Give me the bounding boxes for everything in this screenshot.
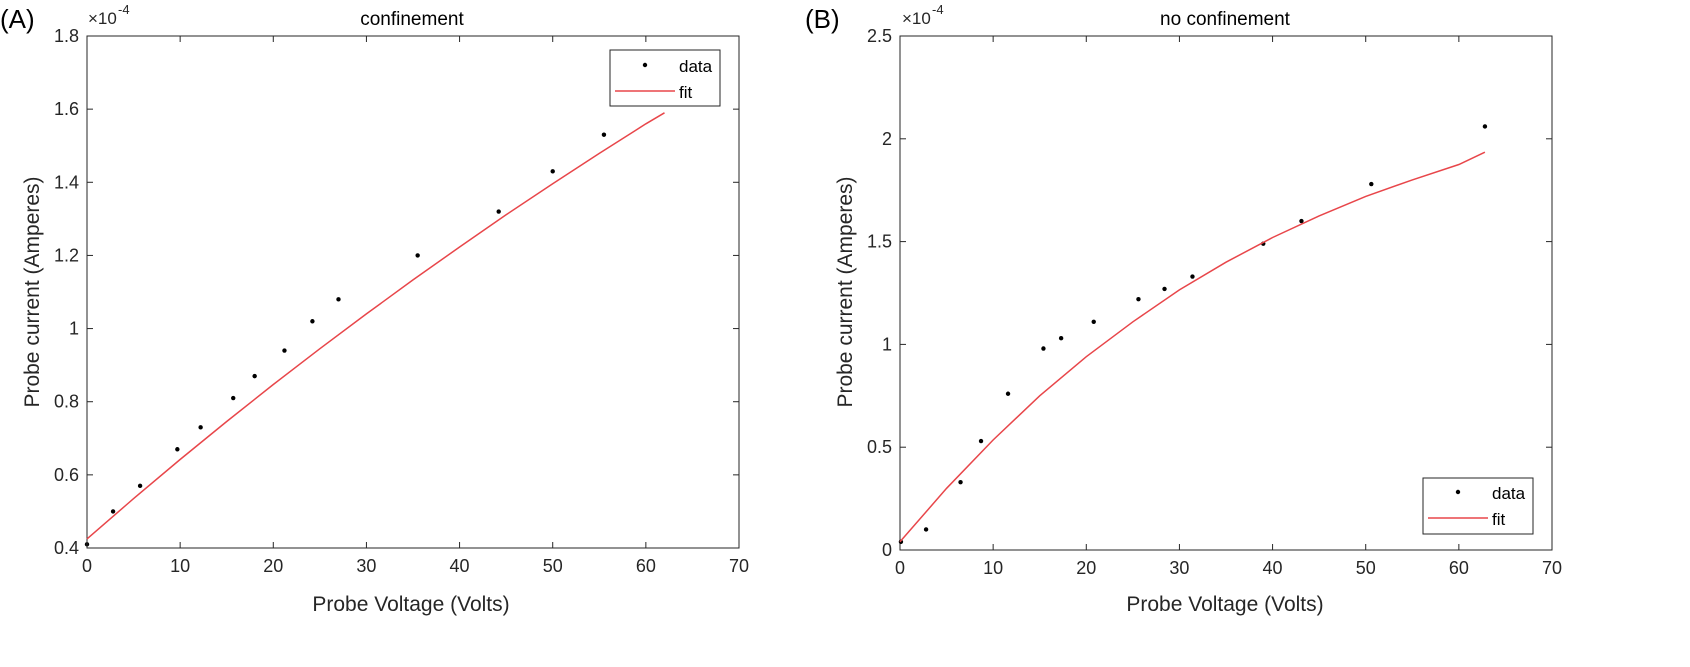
x-tick-label: 70 [1542, 558, 1562, 578]
y-axis-label: Probe current (Amperes) [21, 176, 44, 407]
x-tick-label: 60 [636, 556, 656, 576]
x-tick-label: 20 [263, 556, 283, 576]
data-point [958, 479, 963, 485]
y-tick-label: 0.6 [54, 465, 79, 485]
data-point [198, 425, 203, 430]
y-tick-label: 1.2 [54, 245, 79, 265]
y-tick-label: 2 [882, 129, 892, 149]
data-point [175, 447, 180, 452]
y-exponent: -4 [118, 2, 130, 17]
y-tick-label: 2.5 [867, 26, 892, 46]
x-tick-label: 50 [543, 556, 563, 576]
legend-box [1422, 477, 1534, 535]
x-tick-label: 50 [1356, 558, 1376, 578]
x-tick-label: 0 [895, 558, 905, 578]
x-tick-label: 70 [729, 556, 749, 576]
legend-box [609, 49, 721, 107]
x-tick-label: 40 [450, 556, 470, 576]
data-point [336, 297, 341, 302]
x-tick-label: 10 [983, 558, 1003, 578]
data-point [110, 509, 116, 514]
x-tick-label: 10 [170, 556, 190, 576]
y-tick-label: 0.8 [54, 392, 79, 412]
y-tick-label: 1.4 [54, 172, 79, 192]
fit-line [86, 112, 665, 540]
y-tick-label: 0.5 [867, 437, 892, 457]
data-point [1005, 391, 1011, 396]
data-point [1482, 124, 1488, 129]
plot-area [86, 35, 740, 549]
y-tick-label: 1.8 [54, 26, 79, 46]
y-tick-label: 1.6 [54, 99, 79, 119]
data-point [1041, 346, 1046, 351]
data-point [1162, 286, 1167, 292]
data-point [1058, 336, 1064, 341]
x-tick-label: 30 [1169, 558, 1189, 578]
data-point [231, 395, 236, 401]
data-point [1299, 218, 1304, 224]
x-axis-label: Probe Voltage (Volts) [1126, 593, 1323, 616]
panel-label: (A) [0, 4, 35, 34]
fit-line [899, 151, 1486, 543]
y-axis-label: Probe current (Amperes) [834, 176, 857, 407]
data-point [550, 169, 555, 174]
panel-b: (B) no confinement ×10 -4 Probe Voltage … [805, 2, 1562, 616]
data-point [310, 319, 315, 324]
data-point [923, 527, 929, 532]
data-point [137, 483, 143, 489]
data-point [496, 209, 501, 214]
x-tick-label: 30 [356, 556, 376, 576]
legend-entry-fit: fit [679, 83, 693, 102]
plot-area [899, 35, 1553, 551]
y-multiplier: ×10 [902, 9, 931, 28]
data-point [1369, 181, 1374, 187]
panel-label: (B) [805, 4, 840, 34]
legend: data fit [609, 49, 721, 107]
data-point [978, 438, 984, 444]
panel-a: (A) confinement ×10 -4 Probe Voltage (Vo… [0, 2, 749, 616]
legend-data-marker [642, 62, 648, 68]
legend-entry-fit: fit [1492, 510, 1506, 529]
data-point [1190, 274, 1195, 279]
data-point [282, 348, 287, 353]
y-tick-label: 1.5 [867, 232, 892, 252]
data-point [601, 132, 607, 137]
data-point [252, 373, 257, 379]
y-multiplier: ×10 [88, 9, 117, 28]
legend: data fit [1422, 477, 1534, 535]
y-tick-label: 0 [882, 540, 892, 560]
y-exponent: -4 [932, 2, 944, 17]
x-tick-label: 0 [82, 556, 92, 576]
chart-title: confinement [360, 9, 464, 30]
data-point [415, 253, 420, 258]
data-point [1091, 319, 1096, 324]
legend-entry-data: data [1492, 484, 1526, 503]
x-tick-label: 60 [1449, 558, 1469, 578]
y-tick-label: 1 [882, 334, 892, 354]
x-tick-label: 20 [1076, 558, 1096, 578]
chart-title: no confinement [1160, 9, 1291, 30]
y-tick-label: 1 [69, 319, 79, 339]
x-axis-label: Probe Voltage (Volts) [312, 593, 509, 616]
legend-data-marker [1455, 489, 1461, 495]
y-tick-label: 0.4 [54, 538, 79, 558]
legend-entry-data: data [679, 57, 713, 76]
x-tick-label: 40 [1263, 558, 1283, 578]
data-point [1136, 296, 1141, 302]
